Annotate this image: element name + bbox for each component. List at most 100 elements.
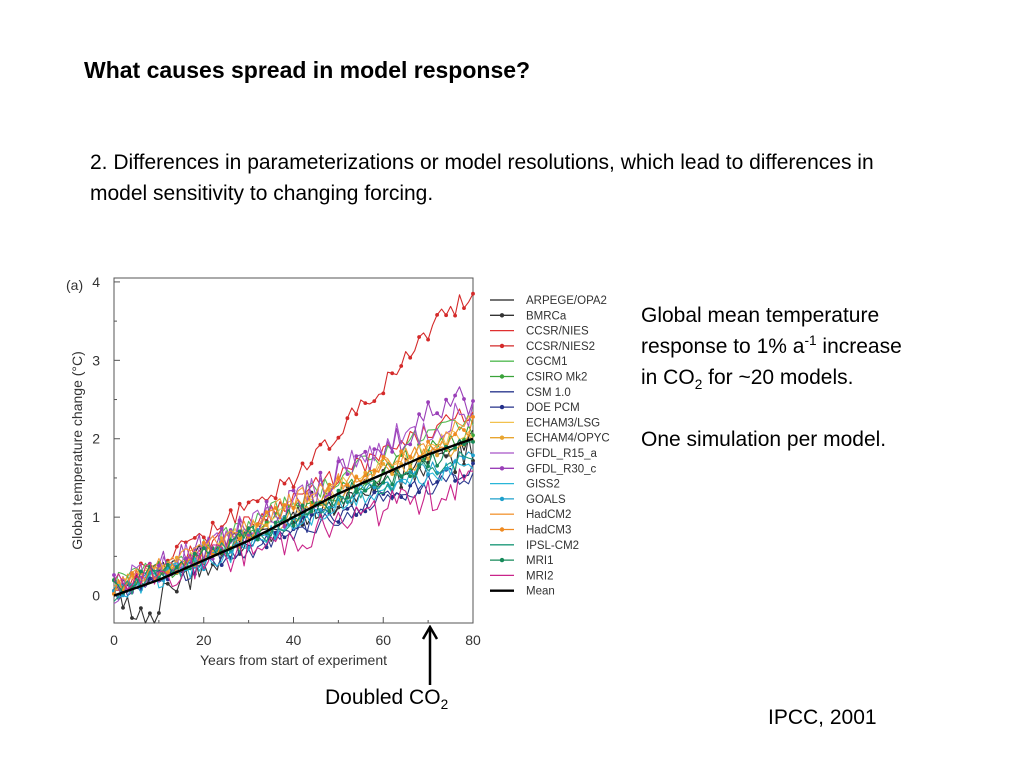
series-point [444,313,448,318]
y-tick-label: 3 [92,352,100,368]
series-point [471,399,475,403]
series-point [453,313,457,318]
series-point [300,461,305,466]
legend-label: ECHAM4/OPYC [526,433,610,445]
series-point [399,449,404,454]
series-point [165,581,170,586]
chart-legend: ARPEGE/OPA2 BMRCa CCSR/NIES CCSR/NIES2 CGCM1… [490,295,610,598]
series-point [139,606,143,610]
series-point [426,457,430,461]
series-point [372,490,377,495]
doubled-text: Doubled CO [325,686,441,709]
description-text: increase [816,335,902,358]
description-line-3: in CO2 for ~20 models. [641,362,981,393]
series-point [264,523,269,528]
series-point [174,589,179,594]
series-point [399,364,404,368]
series-point [471,453,475,458]
legend-item: Mean [490,586,555,598]
series-point [363,470,368,475]
series-point [148,611,152,616]
series-point [237,537,242,541]
series-point [363,401,368,405]
series-point [273,496,278,501]
series-point [462,428,466,432]
series-point [444,454,448,458]
description-line-1: Global mean temperature [641,304,880,327]
x-axis-label: Years from start of experiment [200,652,387,668]
series-point [426,400,430,405]
series-point [291,523,296,528]
series-point [237,501,242,506]
series-point [264,545,269,550]
series-point [264,520,269,525]
legend-item: ECHAM3/LSG [490,417,600,429]
series-point [453,445,457,450]
series-point [228,508,233,513]
series-mean [113,437,474,597]
legend-label: IPSL-CM2 [526,540,579,552]
series-point [309,509,314,514]
series-point [408,483,413,488]
series-point [219,526,224,531]
series-point [408,442,413,447]
description-text: for ~20 models. [702,366,854,389]
doubled-co2-label: Doubled CO2 [325,686,448,712]
series-point [381,454,386,459]
series-point [372,468,377,473]
legend-marker [499,404,505,410]
series-point [291,506,296,510]
series-point [237,529,242,534]
series-point [354,412,359,417]
series-point [300,503,305,508]
series-point [246,533,251,537]
series-point [408,454,413,459]
series-point [372,485,377,490]
series-point [471,291,475,296]
legend-label: ECHAM3/LSG [526,417,600,429]
series-point [237,518,242,523]
series-point [255,537,260,542]
legend-item: GOALS [490,494,566,506]
series-point [408,464,413,469]
series-point [157,611,161,615]
series-point [372,399,377,403]
legend-marker [499,343,505,349]
legend-label: ARPEGE/OPA2 [526,295,607,307]
series-point [417,335,421,339]
series-point [336,476,341,480]
series-point [345,495,350,500]
series-point [435,411,439,416]
series-point [210,520,215,525]
series-point [372,482,377,487]
series-point [165,570,170,575]
series-line [113,437,474,597]
series-point [309,512,314,517]
legend-item: MRI2 [490,570,553,582]
legend-label: HadCM3 [526,525,571,537]
series-point [273,506,278,510]
legend-label: MRI2 [526,570,553,582]
legend-label: GOALS [526,494,566,506]
series-point [157,563,161,568]
series-point [408,474,413,479]
legend-item: CGCM1 [490,356,568,368]
series-point [336,505,341,510]
series-point [453,479,457,483]
series-point [148,576,152,581]
series-point [121,605,125,610]
citation: IPCC, 2001 [768,706,877,729]
series-point [309,461,314,466]
series-point [390,450,395,454]
legend-marker [499,557,505,563]
x-tick-label: 60 [375,632,391,648]
legend-item: DOE PCM [490,402,580,414]
y-tick-label: 2 [92,431,100,447]
legend-item: GFDL_R30_c [490,463,597,475]
series-point [264,510,269,514]
series-point [417,412,421,416]
y-tick-label: 0 [92,588,100,604]
legend-item: CCSR/NIES [490,326,589,338]
series-point [192,551,197,556]
series-point [282,524,287,529]
